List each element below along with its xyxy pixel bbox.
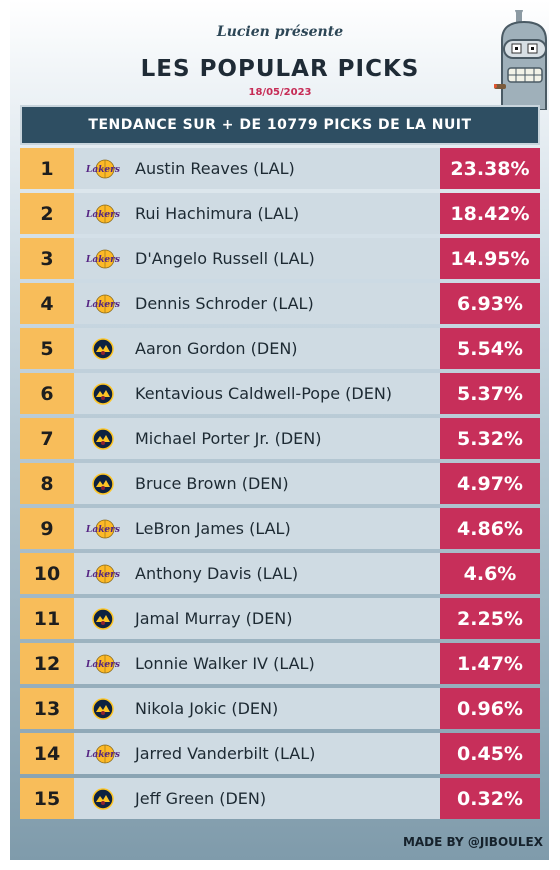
svg-text:Lakers: Lakers — [85, 570, 120, 580]
svg-text:Lakers: Lakers — [85, 750, 120, 760]
pick-percentage: 4.97% — [440, 463, 540, 504]
table-row: 14 Lakers Jarred Vanderbilt (LAL) 0.45% — [20, 733, 540, 774]
svg-text:Lakers: Lakers — [85, 255, 120, 265]
lakers-logo-icon: Lakers — [74, 733, 132, 774]
player-name: D'Angelo Russell (LAL) — [135, 249, 315, 268]
rank-cell: 11 — [20, 598, 74, 639]
table-row: 15 Jeff Green (DEN) 0.32% — [20, 778, 540, 819]
lakers-logo-icon: Lakers — [74, 283, 132, 324]
player-name: Austin Reaves (LAL) — [135, 159, 295, 178]
banner: TENDANCE SUR + DE 10779 PICKS DE LA NUIT — [20, 105, 540, 145]
lakers-logo-icon: Lakers — [74, 148, 132, 189]
rank-cell: 3 — [20, 238, 74, 279]
rank-cell: 10 — [20, 553, 74, 594]
pick-percentage: 1.47% — [440, 643, 540, 684]
nuggets-logo-icon — [74, 463, 132, 504]
player-name: Lonnie Walker IV (LAL) — [135, 654, 315, 673]
page-title: LES POPULAR PICKS — [140, 56, 420, 82]
rank-cell: 6 — [20, 373, 74, 414]
pick-percentage: 0.32% — [440, 778, 540, 819]
rank-cell: 13 — [20, 688, 74, 729]
table-row: 12 Lakers Lonnie Walker IV (LAL) 1.47% — [20, 643, 540, 684]
nuggets-logo-icon — [74, 373, 132, 414]
table-row: 7 Michael Porter Jr. (DEN) 5.32% — [20, 418, 540, 459]
table-row: 9 Lakers LeBron James (LAL) 4.86% — [20, 508, 540, 549]
presenter-label: Lucien présente — [216, 24, 344, 40]
nuggets-logo-icon — [74, 778, 132, 819]
table-row: 13 Nikola Jokic (DEN) 0.96% — [20, 688, 540, 729]
pick-percentage: 23.38% — [440, 148, 540, 189]
player-name: Nikola Jokic (DEN) — [135, 699, 279, 718]
pick-percentage: 14.95% — [440, 238, 540, 279]
table-row: 6 Kentavious Caldwell-Pope (DEN) 5.37% — [20, 373, 540, 414]
player-name: Dennis Schroder (LAL) — [135, 294, 314, 313]
player-name: LeBron James (LAL) — [135, 519, 291, 538]
pick-percentage: 6.93% — [440, 283, 540, 324]
lakers-logo-icon: Lakers — [74, 508, 132, 549]
rank-cell: 12 — [20, 643, 74, 684]
pick-percentage: 4.86% — [440, 508, 540, 549]
rank-cell: 14 — [20, 733, 74, 774]
lakers-logo-icon: Lakers — [74, 553, 132, 594]
pick-percentage: 18.42% — [440, 193, 540, 234]
credit-label: MADE BY @JIBOULEX — [402, 835, 543, 849]
nuggets-logo-icon — [74, 418, 132, 459]
lakers-logo-icon: Lakers — [74, 193, 132, 234]
pick-percentage: 4.6% — [440, 553, 540, 594]
pick-percentage: 0.96% — [440, 688, 540, 729]
svg-text:Lakers: Lakers — [85, 660, 120, 670]
player-name: Michael Porter Jr. (DEN) — [135, 429, 322, 448]
table-row: 10 Lakers Anthony Davis (LAL) 4.6% — [20, 553, 540, 594]
nuggets-logo-icon — [74, 598, 132, 639]
date-label: 18/05/2023 — [248, 87, 312, 98]
nuggets-logo-icon — [74, 328, 132, 369]
rank-cell: 1 — [20, 148, 74, 189]
rank-cell: 8 — [20, 463, 74, 504]
rank-cell: 5 — [20, 328, 74, 369]
player-name: Jarred Vanderbilt (LAL) — [135, 744, 316, 763]
table-row: 3 Lakers D'Angelo Russell (LAL) 14.95% — [20, 238, 540, 279]
player-name: Jamal Murray (DEN) — [135, 609, 293, 628]
player-name: Aaron Gordon (DEN) — [135, 339, 298, 358]
pick-percentage: 2.25% — [440, 598, 540, 639]
rank-cell: 9 — [20, 508, 74, 549]
player-name: Rui Hachimura (LAL) — [135, 204, 300, 223]
svg-text:Lakers: Lakers — [85, 525, 120, 535]
table-row: 1 Lakers Austin Reaves (LAL) 23.38% — [20, 148, 540, 189]
rank-cell: 4 — [20, 283, 74, 324]
svg-text:Lakers: Lakers — [85, 300, 120, 310]
rank-cell: 7 — [20, 418, 74, 459]
pick-percentage: 5.54% — [440, 328, 540, 369]
pick-percentage: 5.37% — [440, 373, 540, 414]
svg-text:Lakers: Lakers — [85, 210, 120, 220]
lakers-logo-icon: Lakers — [74, 238, 132, 279]
pick-percentage: 0.45% — [440, 733, 540, 774]
player-name: Anthony Davis (LAL) — [135, 564, 299, 583]
svg-text:Lakers: Lakers — [85, 165, 120, 175]
table-row: 8 Bruce Brown (DEN) 4.97% — [20, 463, 540, 504]
nuggets-logo-icon — [74, 688, 132, 729]
player-name: Kentavious Caldwell-Pope (DEN) — [135, 384, 393, 403]
table-row: 5 Aaron Gordon (DEN) 5.54% — [20, 328, 540, 369]
rank-cell: 2 — [20, 193, 74, 234]
table-row: 4 Lakers Dennis Schroder (LAL) 6.93% — [20, 283, 540, 324]
table-row: 2 Lakers Rui Hachimura (LAL) 18.42% — [20, 193, 540, 234]
rank-cell: 15 — [20, 778, 74, 819]
robot-mascot-icon — [494, 10, 547, 110]
lakers-logo-icon: Lakers — [74, 643, 132, 684]
table-row: 11 Jamal Murray (DEN) 2.25% — [20, 598, 540, 639]
pick-percentage: 5.32% — [440, 418, 540, 459]
player-name: Jeff Green (DEN) — [135, 789, 267, 808]
player-name: Bruce Brown (DEN) — [135, 474, 289, 493]
